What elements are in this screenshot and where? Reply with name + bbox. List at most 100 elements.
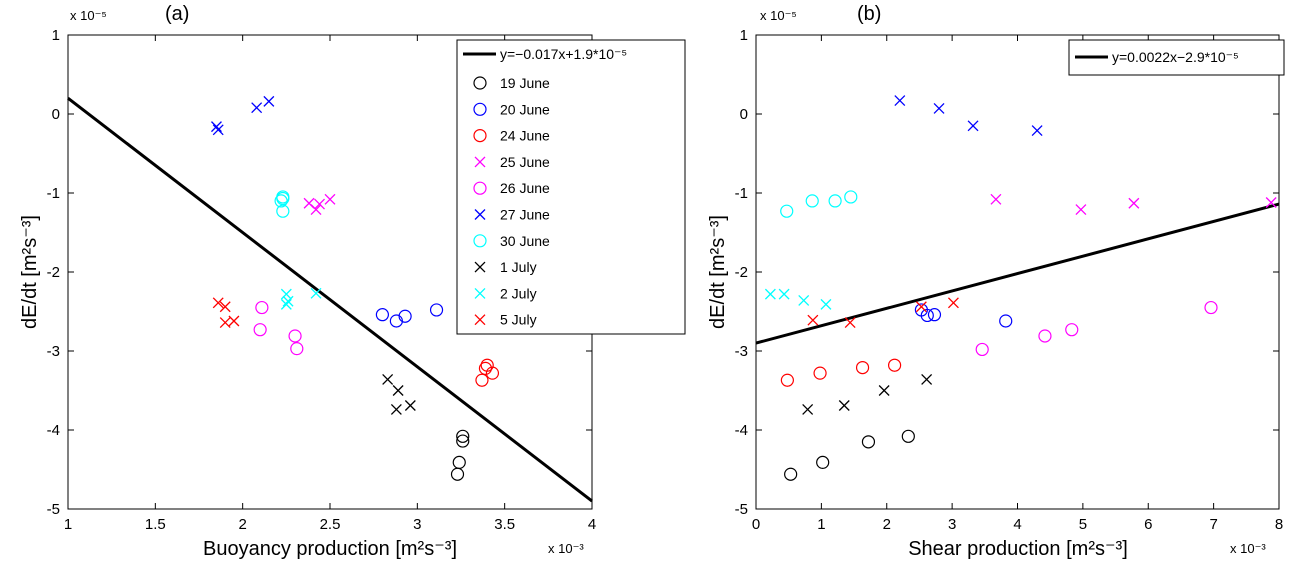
data-point (784, 467, 798, 481)
series-25-june (990, 193, 1277, 216)
series-1-july (802, 373, 933, 415)
y-tick-label: 0 (52, 106, 60, 123)
data-points-b (764, 95, 1277, 481)
data-point (1075, 204, 1087, 216)
legend-item: 27 June (474, 207, 550, 223)
legend-fit-label-a: y=−0.017x+1.9*10⁻⁵ (500, 46, 627, 62)
data-point (280, 288, 292, 300)
data-point (478, 361, 493, 375)
data-point (805, 194, 819, 208)
series-2-july (280, 287, 322, 310)
x-tick-label: 3 (413, 516, 421, 533)
x-multiplier-b: x 10⁻³ (1230, 541, 1266, 556)
x-tick-label: 2.5 (320, 516, 341, 533)
data-point (798, 294, 810, 306)
y-multiplier-a: x 10⁻⁵ (70, 8, 107, 23)
data-point (382, 373, 394, 385)
x-tick-label: 0 (752, 516, 760, 533)
x-tick-label: 3.5 (494, 516, 515, 533)
data-point (253, 323, 267, 337)
y-tick-label: 0 (740, 106, 748, 123)
x-tick-label: 6 (1144, 516, 1152, 533)
data-point (915, 301, 927, 313)
data-point (1031, 125, 1043, 137)
x-tick-label: 2 (238, 516, 246, 533)
y-tick-label: -3 (735, 343, 748, 360)
data-point (251, 102, 263, 114)
data-points-a (211, 95, 500, 481)
data-point (310, 204, 322, 216)
x-tick-label: 3 (948, 516, 956, 533)
data-point (392, 385, 404, 396)
y-tick-label: -1 (735, 185, 748, 202)
series-26-june (975, 300, 1218, 357)
series-30-june (780, 190, 858, 218)
data-point (838, 400, 850, 411)
x-tick-label: 7 (1209, 516, 1217, 533)
tick-group-b: 0 1 2 3 4 5 6 7 8 1 0 -1 -2 -3 -4 -5 (735, 27, 1284, 533)
series-1-july (382, 373, 416, 415)
legend-b: y=0.0022x−2.9*10⁻⁵ (1068, 39, 1285, 76)
data-point (324, 193, 336, 205)
legend-label: 27 June (500, 207, 550, 223)
series-2-july (764, 288, 832, 310)
data-point (975, 342, 989, 357)
y-tick-label: -5 (47, 501, 60, 518)
data-point (1038, 329, 1052, 343)
series-27-june (211, 95, 275, 136)
data-point (1128, 197, 1140, 209)
data-point (390, 404, 402, 415)
series-25-june (303, 193, 336, 216)
panel-label-b: (b) (857, 3, 881, 25)
data-point (1265, 197, 1277, 208)
legend-marker (473, 129, 487, 143)
data-point (219, 317, 231, 329)
data-point (927, 308, 942, 322)
legend-marker (474, 261, 486, 273)
x-tick-label: 5 (1079, 516, 1087, 533)
data-point (999, 314, 1013, 328)
legend-item: 5 July (474, 312, 537, 328)
data-point (920, 308, 934, 323)
data-point (282, 295, 294, 307)
panel-b: (b) x 10⁻⁵ x 10⁻³ 0 1 2 3 4 5 6 7 810-1-2-3-4-5 … (707, 3, 1285, 560)
data-point (429, 303, 444, 317)
data-point (813, 366, 827, 380)
fit-line-a (67, 97, 593, 503)
y-tick-label: -4 (735, 422, 748, 439)
legend-marker (473, 234, 487, 248)
x-tick-label: 4 (588, 516, 596, 533)
legend-label: 20 June (500, 101, 550, 117)
x-tick-label: 8 (1275, 516, 1283, 533)
data-point (933, 103, 945, 114)
data-point (212, 297, 224, 309)
legend-label: 25 June (500, 154, 550, 170)
legend-item: 30 June (473, 233, 550, 249)
data-point (475, 373, 489, 387)
y-tick-label: 1 (52, 27, 60, 44)
panel-a: (a) x 10⁻⁵ x 10⁻³ 1 1.5 2 2.5 3 3.5 4 1 0 -1 -2 -3 -… (19, 3, 686, 560)
data-point (280, 298, 292, 310)
series-27-june (894, 95, 1043, 137)
legend-marker (474, 287, 486, 299)
data-point (921, 373, 933, 385)
data-point (456, 434, 470, 448)
data-point (780, 373, 794, 387)
data-point (485, 366, 500, 380)
legend-label: 5 July (500, 312, 537, 328)
plot-frame-b (755, 34, 1280, 510)
series-5-july (212, 297, 240, 329)
data-point (398, 309, 412, 323)
tick-group-a: 1 1.5 2 2.5 3 3.5 4 1 0 -1 -2 -3 -4 -5 (47, 27, 597, 533)
legend-item: 25 June (474, 154, 550, 170)
data-point (901, 429, 915, 443)
data-point (404, 400, 416, 411)
x-tick-label: 4 (1013, 516, 1021, 533)
data-point (211, 121, 222, 133)
y-tick-label: 1 (740, 27, 748, 44)
data-point (820, 298, 832, 310)
data-point (219, 301, 231, 313)
legend-item: 20 June (473, 101, 550, 117)
data-point (844, 190, 858, 204)
y-tick-label: -3 (47, 343, 60, 360)
